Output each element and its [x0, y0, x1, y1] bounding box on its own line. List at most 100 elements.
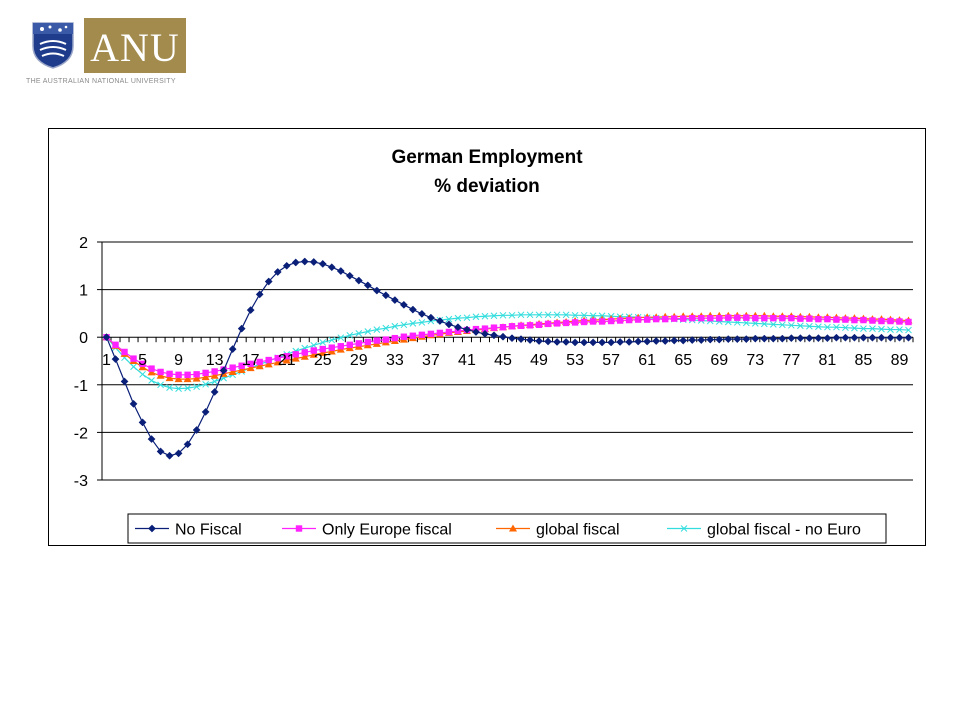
marker-stroke [878, 325, 885, 333]
data-point [436, 329, 444, 337]
data-point [887, 317, 894, 325]
data-point [328, 336, 336, 344]
data-point [184, 384, 191, 392]
data-point [815, 323, 822, 331]
data-point [878, 325, 885, 333]
data-point [112, 341, 119, 349]
data-point [372, 286, 381, 295]
marker-stroke [310, 341, 318, 349]
data-point [707, 314, 714, 322]
legend-label: Only Europe fiscal [322, 522, 452, 539]
data-point [435, 317, 444, 325]
data-point [363, 281, 372, 290]
data-point [237, 324, 246, 333]
data-point [354, 276, 363, 285]
data-point [319, 345, 326, 353]
data-point [346, 341, 354, 349]
data-point [147, 368, 156, 376]
data-point [535, 311, 543, 319]
data-point [761, 314, 768, 322]
data-point [264, 277, 273, 286]
data-point [734, 314, 741, 321]
data-point [238, 362, 245, 369]
employment-chart: German Employment % deviation 210-1-2-31… [74, 147, 914, 544]
data-point [832, 333, 841, 342]
marker-stroke [824, 323, 831, 331]
y-tick-label: -2 [74, 425, 88, 442]
x-tick-label: 53 [566, 352, 584, 369]
x-tick-label: 49 [530, 352, 548, 369]
x-tick-label: 85 [855, 352, 873, 369]
data-point [247, 360, 254, 368]
data-point [400, 321, 408, 329]
data-point [904, 333, 913, 342]
data-point [211, 378, 218, 385]
data-point [760, 334, 769, 343]
data-point [130, 363, 137, 371]
data-point [652, 315, 660, 323]
data-point [589, 312, 597, 320]
marker-stroke [851, 324, 858, 332]
marker-stroke [887, 326, 894, 333]
marker-stroke [382, 324, 390, 332]
data-point [616, 317, 624, 324]
data-point [120, 377, 129, 386]
data-point [490, 324, 498, 331]
marker-stroke [337, 334, 345, 342]
data-point [625, 316, 633, 324]
data-point [301, 349, 308, 356]
data-point [824, 323, 831, 331]
marker-stroke [481, 312, 489, 320]
x-tick-label: 33 [386, 352, 404, 369]
data-point [544, 337, 553, 346]
data-point [688, 336, 697, 345]
data-point [806, 315, 813, 322]
marker-stroke [409, 320, 417, 327]
data-point [661, 337, 670, 345]
marker-stroke [373, 326, 381, 333]
marker-stroke [778, 321, 786, 329]
marker-stroke [860, 325, 867, 332]
chart-subtitle: % deviation [434, 176, 540, 197]
data-point [166, 384, 173, 392]
data-point [184, 371, 191, 379]
data-point [589, 318, 597, 325]
data-point [770, 314, 777, 322]
marker-stroke [797, 322, 804, 330]
data-point [418, 331, 426, 339]
data-point [824, 315, 831, 323]
x-tick-label: 21 [278, 352, 296, 369]
data-point [779, 314, 786, 322]
marker-stroke [760, 320, 768, 328]
x-tick-label: 81 [818, 352, 836, 369]
data-point [364, 328, 372, 335]
data-point [860, 325, 867, 332]
y-tick-label: -3 [74, 473, 88, 490]
data-point [778, 321, 786, 329]
data-point [373, 337, 381, 344]
data-point [346, 331, 354, 339]
data-point [147, 435, 156, 444]
marker-stroke [508, 311, 516, 319]
legend-marker [295, 525, 303, 532]
marker-stroke [355, 330, 363, 337]
marker-stroke [742, 319, 750, 327]
data-point [327, 263, 336, 272]
data-point [553, 338, 562, 346]
marker-stroke [157, 381, 164, 389]
data-point [229, 364, 236, 371]
data-point [444, 320, 453, 329]
data-point [282, 356, 291, 364]
data-point [274, 354, 281, 362]
marker-stroke [202, 380, 209, 388]
data-point [156, 371, 165, 379]
data-point [337, 334, 345, 342]
data-point [760, 320, 768, 328]
data-point [472, 313, 480, 321]
data-point [373, 326, 381, 333]
data-point [490, 312, 498, 320]
data-point [571, 311, 579, 319]
marker-stroke [346, 331, 354, 339]
data-point [535, 337, 543, 345]
marker-stroke [418, 319, 426, 326]
